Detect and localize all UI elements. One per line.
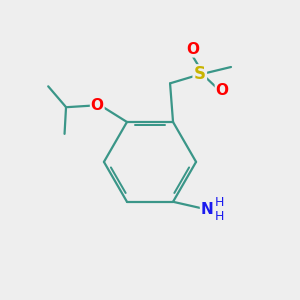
Text: S: S [194,65,206,83]
Text: H: H [214,210,224,224]
Text: O: O [91,98,104,113]
Text: O: O [216,83,229,98]
Text: O: O [186,42,199,57]
Text: N: N [201,202,214,217]
Text: H: H [214,196,224,209]
